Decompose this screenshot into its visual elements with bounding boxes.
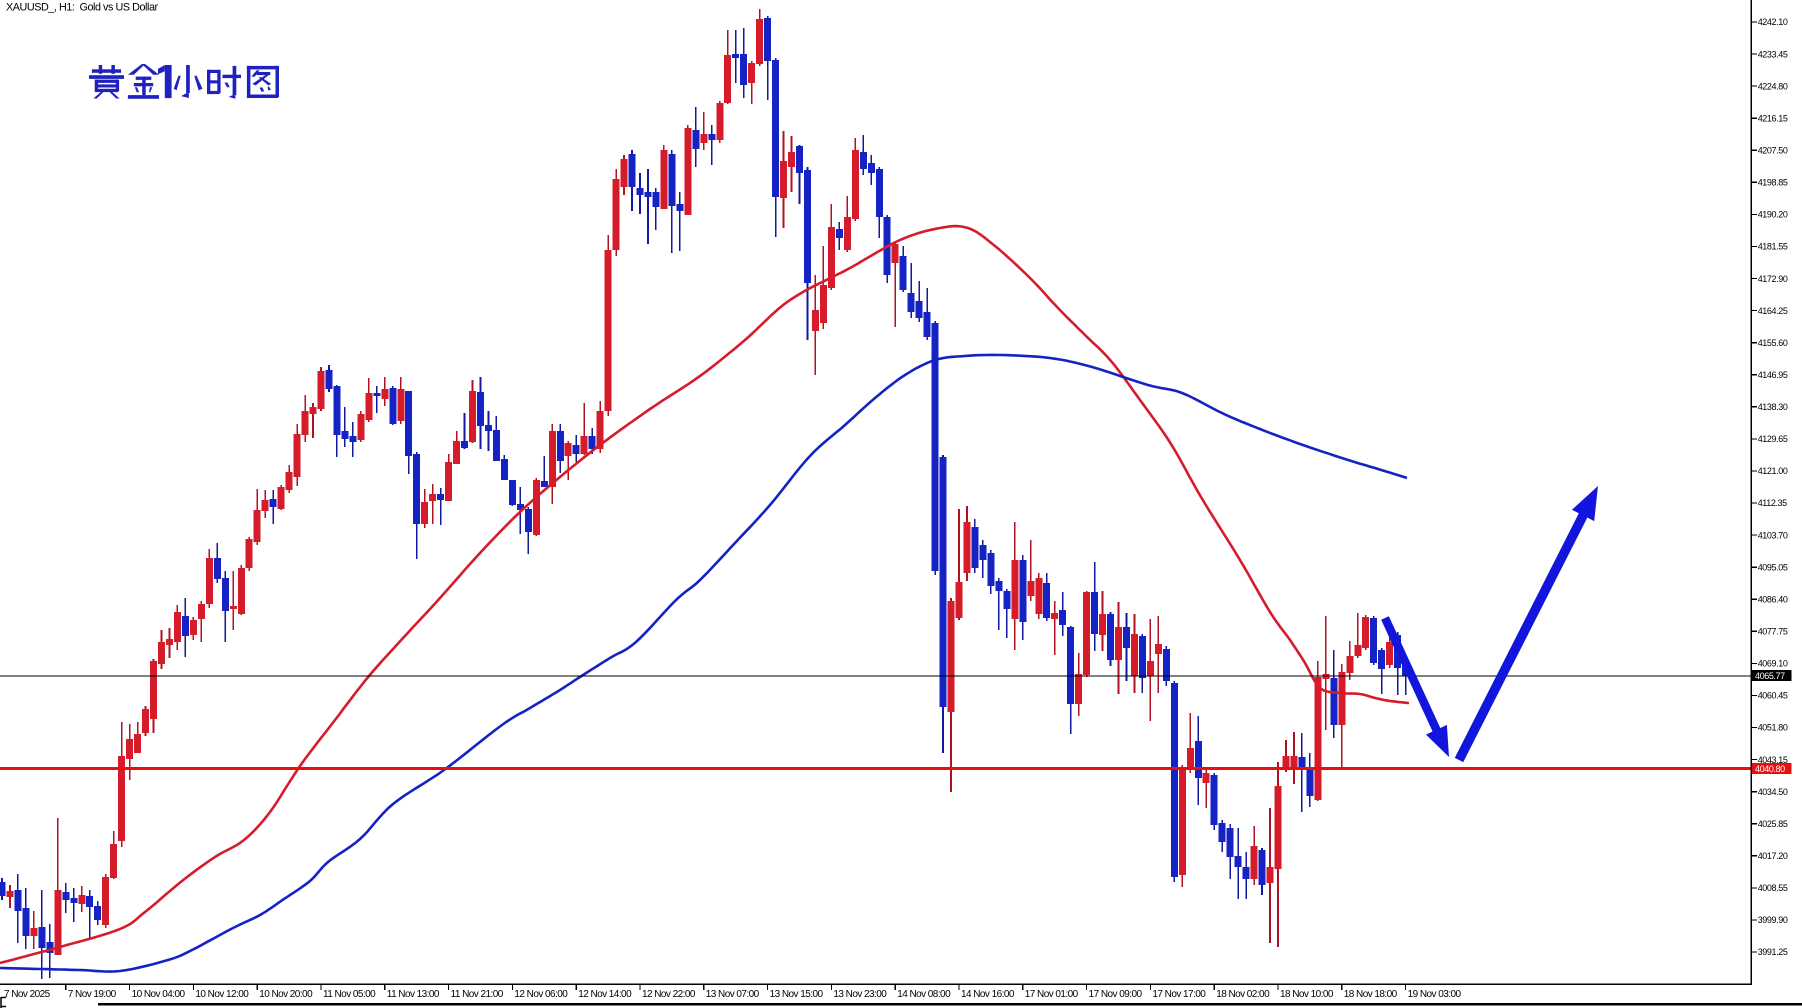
- svg-text:17 Nov 09:00: 17 Nov 09:00: [1089, 989, 1143, 1000]
- svg-text:4017.20: 4017.20: [1758, 851, 1788, 861]
- svg-text:18 Nov 18:00: 18 Nov 18:00: [1344, 989, 1398, 1000]
- svg-text:4216.15: 4216.15: [1758, 113, 1788, 123]
- svg-text:4086.40: 4086.40: [1758, 595, 1788, 605]
- svg-text:4129.65: 4129.65: [1758, 434, 1788, 444]
- svg-text:4190.20: 4190.20: [1758, 210, 1788, 220]
- svg-text:10 Nov 04:00: 10 Nov 04:00: [132, 989, 186, 1000]
- svg-text:4198.85: 4198.85: [1758, 178, 1788, 188]
- svg-text:3999.90: 3999.90: [1758, 915, 1788, 925]
- svg-text:14 Nov 16:00: 14 Nov 16:00: [961, 989, 1015, 1000]
- svg-text:4077.75: 4077.75: [1758, 627, 1788, 637]
- svg-text:4172.90: 4172.90: [1758, 274, 1788, 284]
- svg-text:4051.80: 4051.80: [1758, 723, 1788, 733]
- svg-text:17 Nov 17:00: 17 Nov 17:00: [1152, 989, 1206, 1000]
- svg-text:13 Nov 15:00: 13 Nov 15:00: [770, 989, 824, 1000]
- svg-text:4112.35: 4112.35: [1758, 498, 1787, 508]
- svg-text:4060.45: 4060.45: [1758, 691, 1788, 701]
- svg-text:4233.45: 4233.45: [1758, 49, 1788, 59]
- svg-text:4138.30: 4138.30: [1758, 402, 1788, 412]
- svg-text:3991.25: 3991.25: [1758, 947, 1788, 957]
- svg-text:17 Nov 01:00: 17 Nov 01:00: [1025, 989, 1079, 1000]
- svg-text:19 Nov 03:00: 19 Nov 03:00: [1408, 989, 1462, 1000]
- svg-text:18 Nov 10:00: 18 Nov 10:00: [1280, 989, 1334, 1000]
- svg-text:12 Nov 14:00: 12 Nov 14:00: [578, 989, 632, 1000]
- svg-text:4224.80: 4224.80: [1758, 81, 1788, 91]
- svg-text:18 Nov 02:00: 18 Nov 02:00: [1216, 989, 1270, 1000]
- svg-text:4069.10: 4069.10: [1758, 659, 1788, 669]
- svg-text:4103.70: 4103.70: [1758, 530, 1788, 540]
- svg-text:7 Nov 2025: 7 Nov 2025: [4, 989, 51, 1000]
- svg-text:4025.85: 4025.85: [1758, 819, 1788, 829]
- svg-text:4034.50: 4034.50: [1758, 787, 1788, 797]
- svg-text:11 Nov 05:00: 11 Nov 05:00: [323, 989, 376, 1000]
- svg-text:4095.05: 4095.05: [1758, 562, 1788, 572]
- svg-text:12 Nov 06:00: 12 Nov 06:00: [514, 989, 568, 1000]
- svg-text:12 Nov 22:00: 12 Nov 22:00: [642, 989, 696, 1000]
- svg-text:11 Nov 13:00: 11 Nov 13:00: [387, 989, 440, 1000]
- svg-text:10 Nov 12:00: 10 Nov 12:00: [195, 989, 249, 1000]
- svg-text:XAUUSD_, H1: Gold vs US Dolla: XAUUSD_, H1: Gold vs US Dollar: [6, 2, 159, 14]
- svg-text:4043.15: 4043.15: [1758, 755, 1788, 765]
- svg-text:4146.95: 4146.95: [1758, 370, 1788, 380]
- svg-text:4121.00: 4121.00: [1758, 466, 1788, 476]
- svg-text:4008.55: 4008.55: [1758, 883, 1788, 893]
- svg-text:4065.77: 4065.77: [1755, 671, 1785, 681]
- svg-text:4181.55: 4181.55: [1758, 242, 1788, 252]
- svg-text:14 Nov 08:00: 14 Nov 08:00: [897, 989, 951, 1000]
- svg-text:13 Nov 07:00: 13 Nov 07:00: [706, 989, 760, 1000]
- svg-text:11 Nov 21:00: 11 Nov 21:00: [451, 989, 504, 1000]
- svg-text:4207.50: 4207.50: [1758, 146, 1788, 156]
- svg-text:7 Nov 19:00: 7 Nov 19:00: [68, 989, 117, 1000]
- svg-text:4155.60: 4155.60: [1758, 338, 1788, 348]
- svg-text:4242.10: 4242.10: [1758, 17, 1788, 27]
- svg-text:13 Nov 23:00: 13 Nov 23:00: [833, 989, 887, 1000]
- svg-text:10 Nov 20:00: 10 Nov 20:00: [259, 989, 313, 1000]
- svg-text:4164.25: 4164.25: [1758, 306, 1788, 316]
- svg-text:4040.80: 4040.80: [1755, 764, 1785, 774]
